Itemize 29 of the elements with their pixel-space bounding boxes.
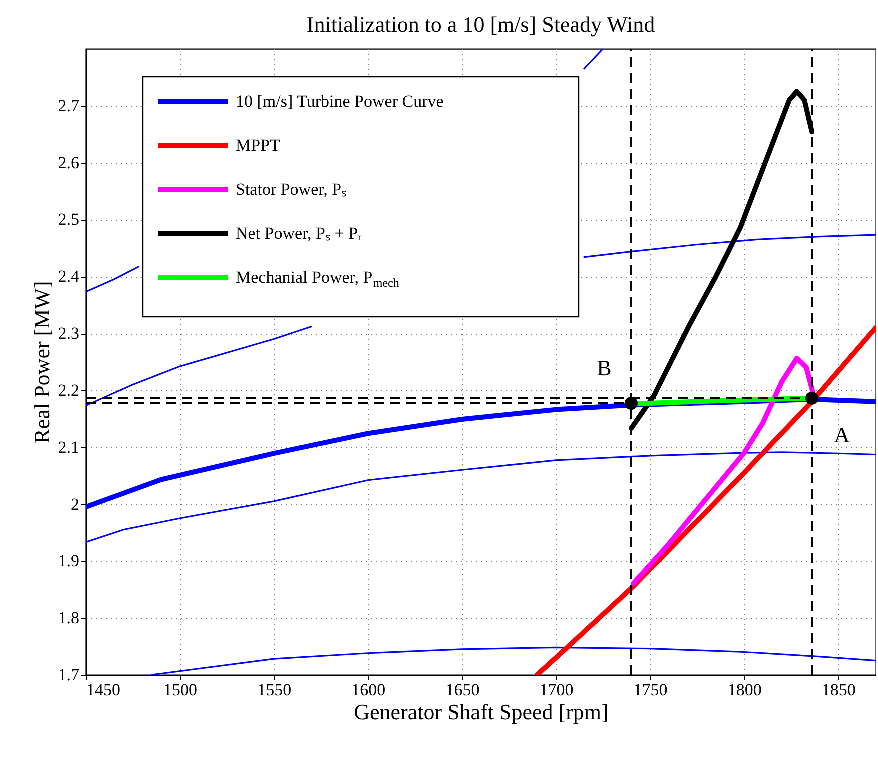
annotation: A [834, 422, 850, 448]
chart-title: Initialization to a 10 [m/s] Steady Wind [306, 12, 656, 37]
x-tick-label: 1500 [164, 680, 198, 700]
y-tick-label: 2.6 [58, 153, 80, 172]
annotation: B [597, 356, 612, 381]
x-tick-label: 1650 [446, 680, 480, 700]
y-tick-label: 1.9 [58, 552, 80, 571]
legend-label: MPPT [236, 136, 282, 155]
y-tick-label: 2.3 [58, 324, 80, 344]
y-tick-label: 2.2 [58, 380, 80, 400]
y-tick-label: 1.8 [58, 608, 80, 628]
x-tick-label: 1450 [86, 680, 120, 700]
y-tick-label: 2.7 [58, 96, 80, 116]
y-tick-label: 2.5 [58, 210, 80, 230]
x-axis-title: Generator Shaft Speed [rpm] [354, 700, 609, 724]
x-tick-label: 1600 [352, 680, 386, 700]
x-tick-label: 1800 [728, 680, 762, 700]
y-tick-label: 2 [71, 494, 80, 514]
y-axis-title: Real Power [MW] [29, 281, 54, 444]
x-tick-label: 1550 [258, 680, 292, 700]
y-tick-label: 1.7 [58, 666, 80, 684]
legend-label: 10 [m/s] Turbine Power Curve [236, 92, 444, 111]
legend-label: Net Power, Pₛ + Pᵣ [236, 224, 362, 243]
y-tick-label: 2.4 [58, 267, 80, 286]
x-tick-label: 1850 [822, 680, 856, 700]
x-tick-label: 1700 [540, 680, 574, 700]
x-tick-label: 1750 [634, 680, 668, 700]
y-tick-label: 2.1 [58, 438, 80, 457]
legend-label: Stator Power, Pₛ [236, 180, 347, 199]
